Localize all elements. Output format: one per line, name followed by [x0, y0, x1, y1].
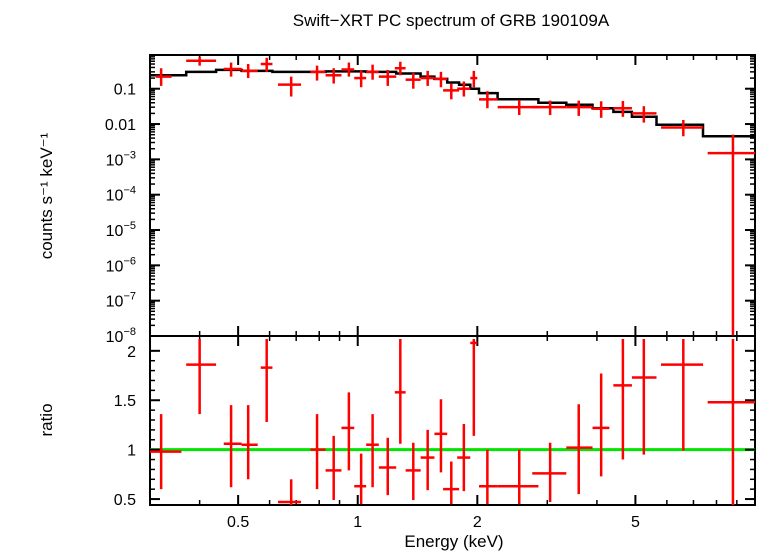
ratio-data-point: [443, 461, 460, 505]
spectrum-data-point: [223, 62, 242, 77]
ratio-data-point: [325, 435, 342, 501]
ratio-data-point: [613, 338, 632, 460]
ratio-data-point: [592, 373, 610, 477]
y-tick-label: 2: [127, 344, 136, 361]
ratio-data-point: [566, 404, 593, 495]
y-tick-label: 0.5: [114, 492, 136, 509]
model-curve: [150, 68, 755, 138]
ratio-data-point: [354, 453, 367, 505]
ratio-data-point: [260, 338, 273, 422]
ratio-data-point: [405, 442, 421, 501]
spectrum-data-point: [278, 76, 302, 97]
spectrum-data-point: [394, 61, 406, 76]
spectrum-y-axis-label: counts s⁻¹ keV⁻¹: [37, 132, 56, 259]
spectrum-data-point: [378, 69, 397, 86]
y-tick-label: 10−7: [106, 291, 136, 311]
spectrum-data-point: [405, 72, 421, 89]
ratio-axis-ticks: [149, 336, 756, 505]
y-tick-label: 0.1: [114, 82, 136, 99]
chart-title: Swift−XRT PC spectrum of GRB 190109A: [293, 11, 610, 30]
energy-x-tick-labels: 0.5 1 2 5: [227, 514, 640, 531]
ratio-data-point: [278, 479, 302, 505]
y-tick-label: 10−8: [106, 326, 136, 346]
y-tick-label: 10−6: [106, 255, 136, 275]
spectrum-data-point: [613, 100, 632, 117]
spectrum-data-point: [434, 71, 448, 88]
spectrum-panel: 0.1 0.01 10−3 10−4 10−5 10−6 10−7 10−8 counts s…: [37, 54, 756, 346]
spectrum-data-point: [457, 81, 471, 97]
spectrum-data-point: [592, 101, 610, 118]
model-step-line: [150, 68, 755, 138]
spectrum-data-point: [260, 57, 273, 72]
energy-x-axis-label: Energy (keV): [404, 532, 503, 551]
spectrum-data-point: [186, 56, 217, 66]
spectrum-data-point: [366, 64, 379, 80]
ratio-data-point: [186, 338, 217, 415]
spectrum-data-point: [443, 83, 460, 100]
y-tick-label: 10−4: [106, 185, 136, 205]
spectrum-data-point: [420, 70, 435, 86]
spectrum-axis-ticks: [149, 54, 756, 337]
spectrum-data-point: [661, 120, 704, 137]
spectrum-data-point: [341, 62, 355, 77]
spectrum-data-point: [310, 65, 326, 81]
ratio-data-point: [707, 338, 755, 505]
y-tick-label: 1.5: [114, 393, 136, 410]
spectrum-data-point: [707, 134, 755, 336]
y-tick-label: 10−5: [106, 220, 136, 240]
ratio-data-point: [341, 392, 355, 471]
ratio-data-point: [150, 414, 182, 490]
ratio-panel: 0.5 1 1.5 2 0.5 1 2 5 ratio Energy (keV): [37, 335, 756, 551]
ratio-data-point: [661, 338, 704, 451]
x-tick-label: 5: [631, 514, 640, 531]
ratio-data-point: [457, 423, 471, 492]
spectrum-data-point: [566, 100, 593, 116]
y-tick-label: 1: [127, 443, 136, 460]
y-tick-label: 10−3: [106, 149, 136, 169]
spectrum-data-points: [155, 56, 755, 336]
ratio-data-point: [378, 437, 397, 496]
ratio-data-point: [241, 405, 258, 480]
x-tick-label: 0.5: [227, 514, 249, 531]
ratio-data-point: [394, 338, 406, 444]
ratio-data-point: [479, 449, 498, 505]
spectrum-y-tick-labels: 0.1 0.01 10−3 10−4 10−5 10−6 10−7 10−8: [105, 82, 136, 346]
spectrum-data-point: [532, 100, 567, 116]
ratio-data-point: [223, 405, 242, 488]
spectrum-data-point: [155, 68, 172, 86]
spectrum-data-point: [241, 64, 258, 79]
ratio-data-point: [532, 442, 567, 503]
ratio-data-point: [497, 449, 539, 505]
ratio-y-tick-labels: 0.5 1 1.5 2: [114, 344, 136, 509]
x-tick-label: 2: [473, 514, 482, 531]
ratio-data-point: [631, 338, 657, 455]
spectrum-data-point: [354, 70, 367, 88]
spectrum-data-point: [470, 70, 478, 88]
spectrum-data-point: [325, 68, 342, 84]
ratio-data-point: [470, 338, 478, 436]
spectrum-data-point: [479, 91, 498, 109]
ratio-y-axis-label: ratio: [37, 403, 56, 436]
ratio-data-point: [366, 414, 379, 488]
ratio-data-points: [150, 338, 755, 505]
ratio-data-point: [420, 429, 435, 491]
y-tick-label: 0.01: [105, 117, 136, 134]
ratio-data-point: [434, 399, 448, 473]
x-tick-label: 1: [353, 514, 362, 531]
spectrum-data-point: [631, 106, 657, 123]
spectrum-data-point: [497, 99, 539, 116]
ratio-data-point: [310, 414, 326, 490]
